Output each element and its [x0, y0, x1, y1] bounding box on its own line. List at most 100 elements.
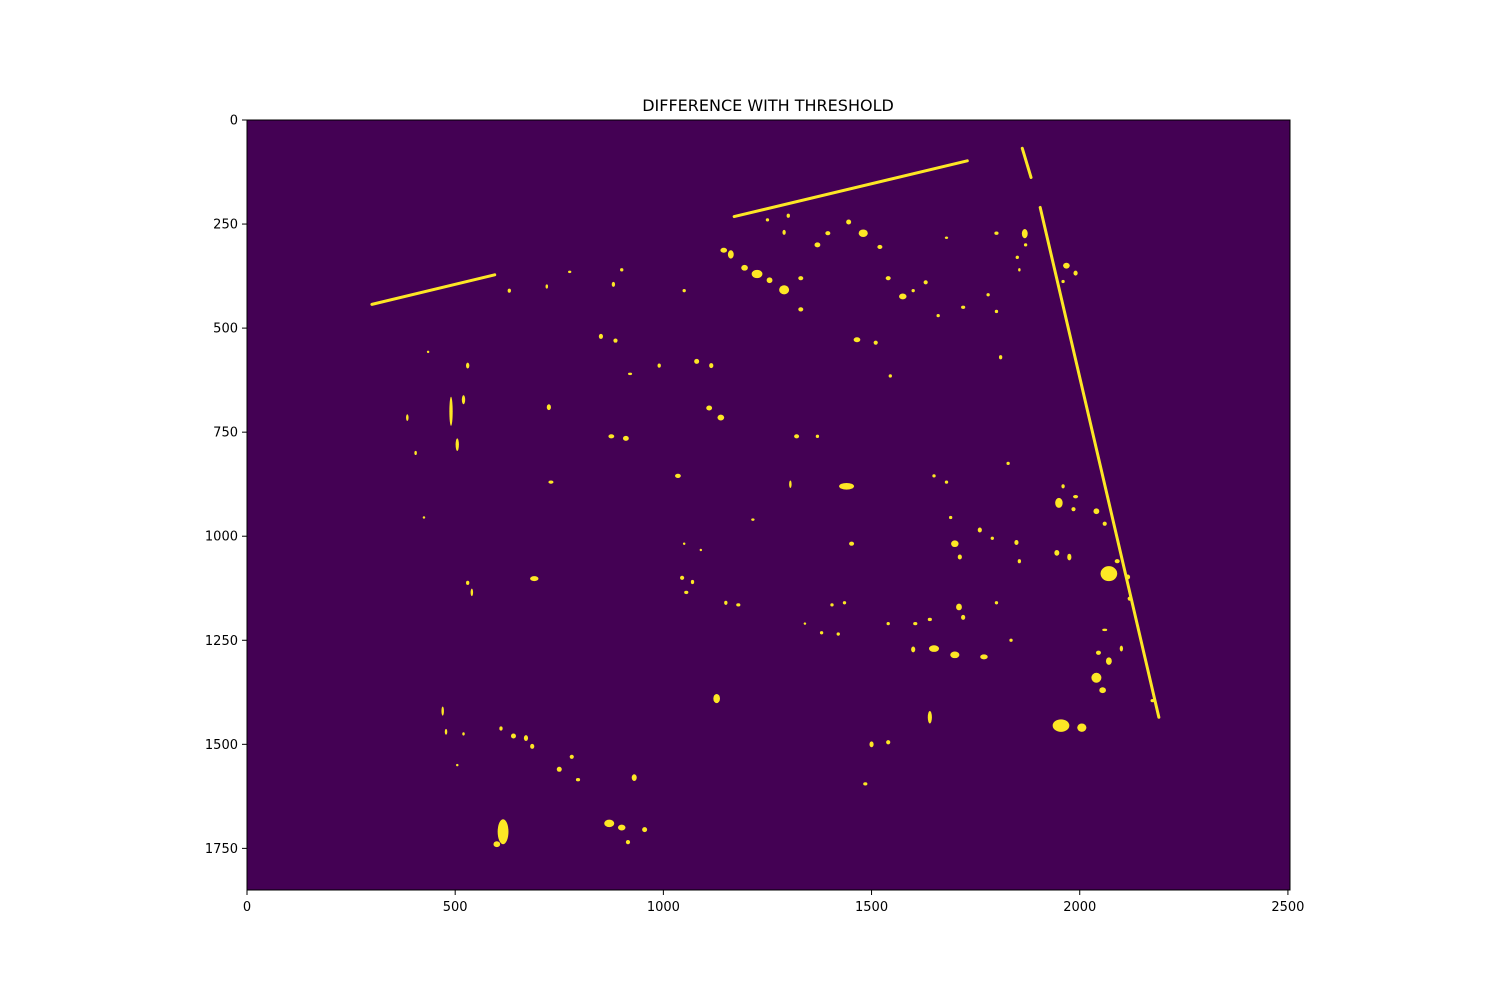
threshold-region: [444, 728, 448, 735]
threshold-region: [779, 285, 790, 295]
threshold-region: [1009, 638, 1013, 642]
threshold-region: [461, 395, 466, 405]
threshold-region: [1054, 549, 1060, 556]
y-tick-label: 1250: [205, 634, 238, 649]
threshold-region: [927, 711, 932, 724]
plot-frame: [246, 119, 1291, 891]
threshold-region: [849, 541, 855, 546]
threshold-region: [736, 603, 741, 607]
x-tick-label: 2500: [1271, 900, 1304, 915]
x-tick-label: 0: [243, 900, 251, 915]
threshold-region: [899, 293, 907, 300]
threshold-region: [466, 580, 470, 585]
y-tick-label: 250: [213, 218, 238, 233]
threshold-region: [994, 309, 999, 314]
threshold-region: [873, 340, 878, 345]
threshold-region: [1105, 657, 1112, 665]
threshold-region: [858, 229, 868, 237]
threshold-region: [1067, 553, 1072, 561]
threshold-region: [530, 743, 535, 749]
threshold-region: [507, 288, 511, 293]
threshold-region: [911, 288, 915, 293]
x-tick-label: 1500: [855, 900, 888, 915]
threshold-region: [556, 766, 562, 772]
threshold-region: [569, 754, 574, 759]
threshold-region: [842, 601, 847, 605]
threshold-region: [819, 631, 824, 635]
threshold-region: [814, 242, 821, 248]
threshold-region: [1150, 698, 1155, 703]
threshold-region: [684, 590, 689, 595]
threshold-region: [803, 622, 807, 625]
threshold-region: [545, 284, 549, 289]
threshold-region: [690, 579, 695, 585]
threshold-region: [720, 247, 728, 253]
threshold-region: [990, 536, 994, 540]
threshold-region: [466, 362, 470, 369]
threshold-region: [462, 732, 465, 736]
threshold-region: [675, 473, 681, 478]
threshold-marks: [370, 146, 1161, 848]
threshold-region: [913, 621, 918, 626]
threshold-region: [1071, 507, 1076, 512]
threshold-region: [1100, 566, 1118, 582]
threshold-region: [789, 480, 792, 488]
threshold-region: [1023, 243, 1028, 247]
threshold-region: [1099, 687, 1106, 694]
x-tick-label: 500: [443, 900, 468, 915]
threshold-region: [986, 293, 990, 297]
threshold-region: [575, 778, 581, 782]
threshold-region: [642, 827, 648, 833]
threshold-region: [751, 518, 755, 521]
threshold-region: [724, 600, 728, 605]
threshold-region: [877, 244, 883, 250]
x-axis: 0 500 1000 1500 2000 2500: [243, 890, 1304, 915]
threshold-region: [885, 276, 891, 281]
y-tick-label: 750: [213, 426, 238, 441]
threshold-region: [961, 614, 966, 620]
threshold-region: [455, 438, 459, 451]
threshold-region: [441, 706, 444, 716]
threshold-region: [1119, 645, 1124, 652]
threshold-region: [1017, 559, 1022, 564]
threshold-region: [957, 554, 962, 560]
threshold-region: [994, 601, 999, 605]
threshold-region: [927, 617, 932, 622]
threshold-region: [1091, 672, 1102, 683]
threshold-region: [886, 740, 891, 745]
threshold-region: [1073, 495, 1079, 499]
x-tick-label: 2000: [1063, 900, 1096, 915]
threshold-region: [456, 763, 459, 767]
threshold-region: [956, 603, 962, 611]
threshold-region: [950, 651, 960, 659]
threshold-region: [611, 281, 616, 287]
threshold-region: [499, 726, 503, 731]
threshold-region: [470, 588, 474, 597]
image-background: [247, 120, 1290, 890]
threshold-region: [863, 782, 868, 786]
threshold-region: [622, 435, 629, 441]
threshold-line-4: [1038, 205, 1161, 719]
threshold-region: [727, 250, 734, 259]
threshold-line-1: [370, 273, 497, 306]
threshold-region: [932, 474, 936, 478]
threshold-region: [627, 372, 633, 376]
plot-area: [246, 119, 1291, 891]
threshold-region: [546, 404, 551, 411]
threshold-line-2: [732, 159, 969, 219]
threshold-region: [493, 841, 501, 848]
threshold-region: [426, 350, 430, 354]
threshold-region: [836, 632, 840, 636]
threshold-region: [980, 654, 988, 660]
threshold-region: [782, 229, 786, 235]
threshold-region: [886, 621, 890, 626]
threshold-region: [682, 288, 686, 293]
threshold-region: [766, 277, 773, 284]
threshold-region: [815, 434, 820, 438]
threshold-region: [1055, 497, 1063, 508]
threshold-region: [1014, 539, 1019, 545]
threshold-region: [798, 307, 804, 312]
threshold-region: [977, 527, 982, 533]
threshold-region: [530, 576, 539, 582]
threshold-region: [406, 414, 409, 421]
